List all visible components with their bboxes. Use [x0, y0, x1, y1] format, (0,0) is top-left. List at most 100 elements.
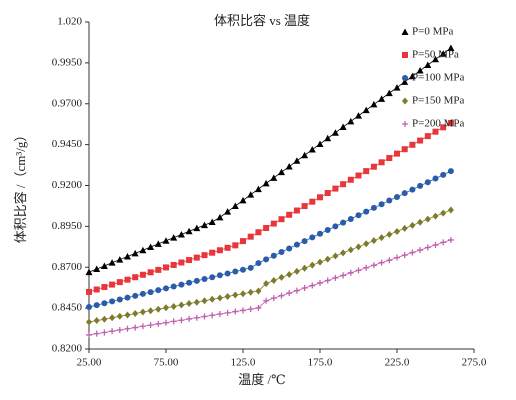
- marker: [424, 61, 432, 69]
- marker: [370, 204, 377, 211]
- marker: [86, 331, 92, 338]
- marker: [317, 230, 323, 237]
- marker: [309, 282, 316, 289]
- marker: [224, 270, 231, 277]
- marker: [116, 312, 123, 320]
- marker: [416, 67, 424, 74]
- marker: [370, 237, 377, 245]
- series-line: [88, 170, 452, 308]
- marker: [101, 315, 108, 323]
- y-tick-label: 0.8950: [52, 220, 83, 232]
- marker: [139, 308, 146, 316]
- marker: [447, 168, 454, 175]
- marker: [240, 290, 246, 298]
- marker: [386, 197, 393, 204]
- marker: [163, 285, 169, 292]
- marker: [424, 179, 431, 186]
- marker: [332, 185, 339, 192]
- marker: [100, 262, 108, 269]
- marker: [124, 325, 131, 332]
- marker: [417, 247, 424, 254]
- marker: [331, 129, 339, 136]
- marker: [186, 279, 193, 286]
- marker: [201, 313, 208, 320]
- y-tick-label: 0.8700: [52, 261, 83, 273]
- marker: [255, 260, 262, 267]
- marker: [270, 174, 278, 181]
- marker: [378, 234, 385, 242]
- y-tick-label: 1.020: [57, 16, 82, 28]
- marker: [155, 305, 162, 313]
- marker: [286, 245, 293, 252]
- marker: [409, 221, 416, 229]
- marker: [402, 52, 408, 58]
- marker: [186, 300, 193, 308]
- marker: [432, 242, 439, 249]
- marker: [363, 208, 370, 215]
- marker: [255, 304, 262, 311]
- marker: [86, 318, 92, 326]
- marker: [270, 252, 277, 259]
- x-tick-label: 225.0: [385, 357, 410, 369]
- marker: [317, 279, 323, 286]
- marker: [209, 295, 216, 303]
- marker: [232, 291, 239, 299]
- marker: [363, 240, 370, 248]
- marker: [409, 186, 416, 193]
- series-line: [88, 209, 452, 323]
- marker: [363, 168, 370, 175]
- marker: [301, 264, 308, 272]
- x-axis-label: 温度 /℃: [238, 372, 285, 387]
- y-tick-label: 0.9450: [52, 138, 83, 150]
- x-tick-label: 75.00: [154, 357, 179, 369]
- marker: [93, 302, 100, 309]
- marker: [417, 137, 424, 144]
- marker: [355, 112, 362, 119]
- marker: [301, 203, 308, 210]
- marker: [278, 168, 285, 176]
- marker: [340, 272, 347, 279]
- legend-label: P=100 MPa: [412, 72, 464, 84]
- marker: [170, 318, 177, 325]
- marker: [301, 238, 308, 245]
- marker: [247, 191, 255, 198]
- marker: [270, 276, 277, 284]
- marker: [309, 234, 316, 241]
- marker: [332, 223, 339, 230]
- marker: [232, 308, 239, 315]
- marker: [447, 206, 454, 214]
- marker: [362, 106, 370, 114]
- marker: [324, 134, 332, 142]
- marker: [116, 327, 123, 334]
- legend-label: P=50 MPa: [412, 49, 459, 61]
- marker: [401, 78, 409, 85]
- marker: [254, 185, 262, 193]
- marker: [93, 265, 101, 273]
- marker: [201, 276, 208, 283]
- marker: [293, 207, 300, 214]
- marker: [124, 311, 131, 319]
- marker: [278, 292, 285, 299]
- marker: [439, 50, 447, 57]
- marker: [378, 159, 385, 166]
- marker: [247, 264, 254, 271]
- marker: [124, 276, 131, 283]
- marker: [424, 244, 431, 251]
- marker: [393, 84, 401, 91]
- marker: [155, 266, 162, 273]
- marker: [139, 290, 146, 297]
- x-tick-label: 25.00: [77, 357, 102, 369]
- marker: [432, 55, 439, 63]
- marker: [101, 284, 108, 291]
- marker: [216, 311, 223, 318]
- marker: [301, 285, 308, 292]
- marker: [263, 280, 270, 288]
- marker: [378, 259, 385, 266]
- marker: [108, 259, 116, 266]
- marker: [440, 209, 447, 217]
- marker: [163, 319, 169, 326]
- marker: [347, 269, 354, 276]
- marker: [363, 264, 370, 271]
- marker: [216, 272, 223, 279]
- x-tick-label: 175.0: [308, 357, 333, 369]
